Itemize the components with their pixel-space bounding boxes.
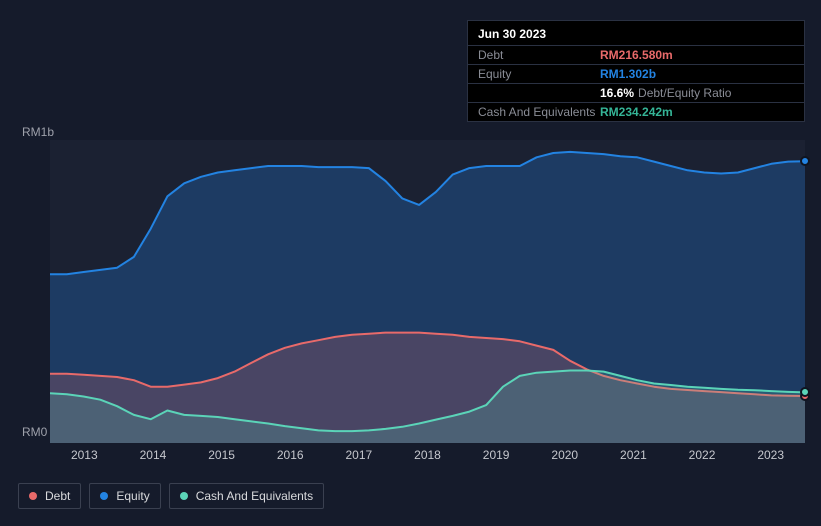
x-axis: 2013 2014 2015 2016 2017 2018 2019 2020 2021 2022… bbox=[50, 448, 805, 468]
tooltip-row: 16.6%Debt/Equity Ratio bbox=[468, 84, 804, 103]
tooltip-value: 16.6%Debt/Equity Ratio bbox=[600, 86, 731, 100]
tooltip-label: Equity bbox=[478, 67, 600, 81]
x-axis-label: 2018 bbox=[414, 448, 441, 462]
legend-item[interactable]: Cash And Equivalents bbox=[169, 483, 324, 509]
x-axis-label: 2019 bbox=[483, 448, 510, 462]
series-end-dot-icon bbox=[800, 156, 810, 166]
legend-dot-icon bbox=[100, 492, 108, 500]
x-axis-label: 2023 bbox=[757, 448, 784, 462]
x-axis-label: 2020 bbox=[551, 448, 578, 462]
chart-area bbox=[50, 140, 805, 443]
x-axis-label: 2021 bbox=[620, 448, 647, 462]
y-axis-label: RM0 bbox=[22, 425, 47, 439]
x-axis-label: 2017 bbox=[346, 448, 373, 462]
tooltip-row: Cash And EquivalentsRM234.242m bbox=[468, 103, 804, 121]
tooltip-value: RM1.302b bbox=[600, 67, 656, 81]
legend: Debt Equity Cash And Equivalents bbox=[18, 483, 324, 509]
tooltip-value: RM216.580m bbox=[600, 48, 673, 62]
chart-svg bbox=[50, 140, 805, 443]
chart-tooltip: Jun 30 2023 DebtRM216.580mEquityRM1.302b… bbox=[467, 20, 805, 122]
x-axis-label: 2022 bbox=[689, 448, 716, 462]
series-end-dot-icon bbox=[800, 387, 810, 397]
x-axis-label: 2015 bbox=[208, 448, 235, 462]
x-axis-label: 2013 bbox=[71, 448, 98, 462]
y-axis-label: RM1b bbox=[22, 125, 54, 139]
tooltip-date: Jun 30 2023 bbox=[468, 21, 804, 46]
legend-label: Equity bbox=[116, 489, 149, 503]
tooltip-value: RM234.242m bbox=[600, 105, 673, 119]
legend-label: Cash And Equivalents bbox=[196, 489, 313, 503]
tooltip-label bbox=[478, 86, 600, 100]
tooltip-row: DebtRM216.580m bbox=[468, 46, 804, 65]
legend-item[interactable]: Debt bbox=[18, 483, 81, 509]
legend-label: Debt bbox=[45, 489, 70, 503]
x-axis-label: 2014 bbox=[140, 448, 167, 462]
x-axis-label: 2016 bbox=[277, 448, 304, 462]
tooltip-label: Cash And Equivalents bbox=[478, 105, 600, 119]
legend-dot-icon bbox=[180, 492, 188, 500]
tooltip-label: Debt bbox=[478, 48, 600, 62]
legend-item[interactable]: Equity bbox=[89, 483, 160, 509]
tooltip-row: EquityRM1.302b bbox=[468, 65, 804, 84]
legend-dot-icon bbox=[29, 492, 37, 500]
